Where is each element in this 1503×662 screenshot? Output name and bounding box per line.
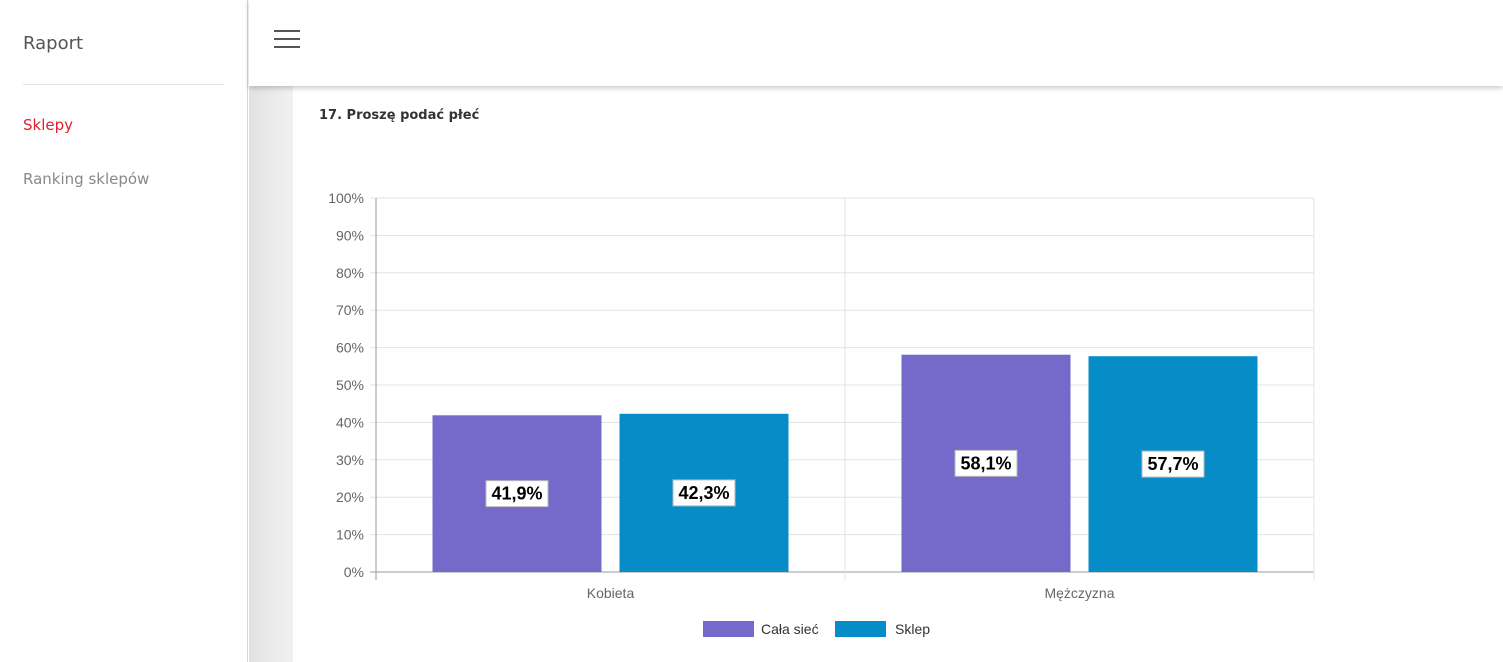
y-tick-label: 40% [336,414,364,430]
y-tick-label: 70% [336,302,364,318]
data-label: 57,7% [1147,454,1198,474]
y-tick-label: 30% [336,452,364,468]
y-tick-label: 90% [336,227,364,243]
data-label: 41,9% [491,484,542,504]
data-label-box [672,479,736,507]
question-title: 17. Proszę podać płeć [319,108,480,123]
y-tick-label: 100% [328,190,364,206]
data-label: 58,1% [960,453,1011,473]
legend-label: Sklep [895,621,930,637]
brand-title: Raport [23,33,84,54]
legend-swatch [835,621,886,637]
x-tick-label: Mężczyzna [1044,585,1114,601]
data-label: 42,3% [678,483,729,503]
hamburger-menu-icon[interactable] [274,30,300,50]
y-tick-label: 0% [344,564,364,580]
x-tick-label: Kobieta [587,585,635,601]
legend-label: Cała sieć [761,621,819,637]
sidebar-divider [23,84,224,85]
top-bar [249,0,1503,86]
legend-swatch [703,621,754,637]
sidebar-item-sklepy[interactable]: Sklepy [23,116,74,134]
sidebar: Raport Sklepy Ranking sklepów [0,0,248,662]
data-label-box [1141,450,1205,478]
data-label-box [954,449,1018,477]
y-tick-label: 80% [336,265,364,281]
y-tick-label: 10% [336,527,364,543]
y-tick-label: 50% [336,377,364,393]
y-tick-label: 20% [336,489,364,505]
y-tick-label: 60% [336,340,364,356]
sidebar-item-ranking-sklepow[interactable]: Ranking sklepów [23,170,150,188]
data-label-box [485,480,549,508]
